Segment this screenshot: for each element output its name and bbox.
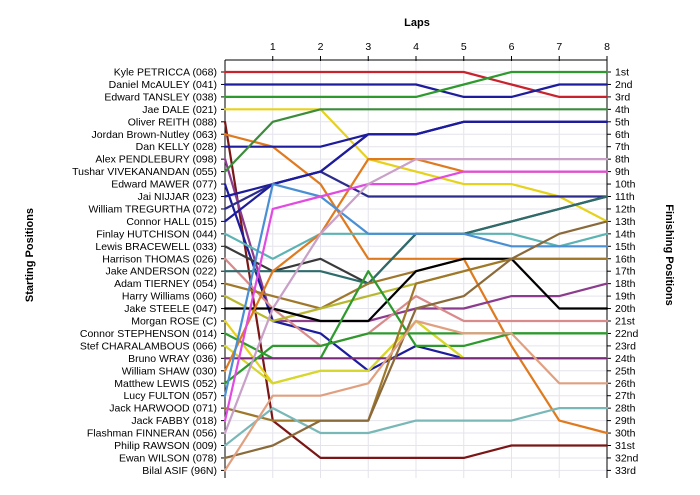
finishing-label: 25th: [615, 365, 636, 377]
driver-label: William SHAW (030): [122, 365, 217, 377]
series-line-6: [223, 133, 609, 435]
finishing-label: 14th: [615, 228, 636, 240]
finishing-label: 27th: [615, 390, 636, 402]
x-tick-label: 3: [365, 41, 371, 53]
series-line-27: [223, 183, 609, 397]
series-group: [223, 70, 609, 472]
driver-label: Ewan WILSON (078): [119, 452, 217, 464]
driver-label: Jake STEELE (047): [124, 303, 217, 315]
finishing-label: 29th: [615, 415, 636, 427]
driver-label: Philip RAWSON (009): [114, 440, 217, 452]
driver-label: Edward MAWER (077): [111, 179, 217, 191]
finishing-label: 12th: [615, 203, 636, 215]
series-line-32: [223, 220, 609, 459]
driver-label: Lewis BRACEWELL (033): [95, 241, 217, 253]
driver-label: Jae DALE (021): [142, 104, 217, 116]
driver-label: Bilal ASIF (96N): [142, 465, 217, 477]
finishing-label: 10th: [615, 179, 636, 191]
series-line-16: [223, 257, 609, 347]
finishing-label: 2nd: [615, 79, 633, 91]
finishing-label: 31st: [615, 440, 635, 452]
finishing-label: 7th: [615, 141, 630, 153]
driver-label: Tushar VIVEKANANDAN (055): [72, 166, 217, 178]
driver-label: Edward TANSLEY (038): [104, 91, 217, 103]
finishing-label: 15th: [615, 241, 636, 253]
series-line-20: [223, 257, 609, 323]
driver-label: Matthew LEWIS (052): [114, 378, 217, 390]
finishing-label: 1st: [615, 67, 629, 79]
driver-label: William TREGURTHA (072): [88, 203, 217, 215]
driver-label: Stef CHARALAMBOUS (066): [80, 340, 217, 352]
finishing-label: 21st: [615, 316, 635, 328]
x-tick-label: 8: [604, 41, 610, 53]
driver-label: Kyle PETRICCA (068): [114, 67, 217, 79]
driver-label: Harry Williams (060): [122, 291, 217, 303]
finishing-label: 30th: [615, 428, 636, 440]
left-axis-title: Starting Positions: [24, 208, 36, 302]
finishing-label: 4th: [615, 104, 630, 116]
series-line-13: [223, 120, 609, 223]
finishing-label: 19th: [615, 291, 636, 303]
right-axis-title: Finishing Positions: [663, 204, 675, 305]
driver-label: Jake ANDERSON (022): [106, 266, 217, 278]
series-line-2: [223, 83, 609, 99]
x-tick-label: 6: [509, 41, 515, 53]
driver-label: Jai NIJJAR (023): [138, 191, 217, 203]
series-line-30: [223, 158, 609, 435]
series-line-3: [223, 70, 609, 99]
driver-label: Jack FABBY (018): [131, 415, 217, 427]
driver-label: Adam TIERNEY (054): [114, 278, 217, 290]
driver-label: Connor HALL (015): [126, 216, 217, 228]
finishing-label: 24th: [615, 353, 636, 365]
x-tick-label: 4: [413, 41, 419, 53]
series-line-31: [223, 407, 609, 447]
driver-label: Oliver REITH (088): [128, 116, 217, 128]
driver-label: Connor STEPHENSON (014): [80, 328, 217, 340]
finishing-label: 20th: [615, 303, 636, 315]
series-line-4: [223, 108, 609, 223]
finishing-label: 13th: [615, 216, 636, 228]
finishing-label: 22nd: [615, 328, 639, 340]
finishing-label: 5th: [615, 116, 630, 128]
finishing-label: 6th: [615, 129, 630, 141]
series-line-26: [223, 332, 609, 385]
finishing-label: 28th: [615, 403, 636, 415]
driver-label: Morgan ROSE (C): [131, 316, 217, 328]
driver-label: Bruno WRAY (036): [128, 353, 217, 365]
driver-label: Alex PENDLEBURY (098): [95, 154, 217, 166]
finishing-label: 8th: [615, 154, 630, 166]
x-tick-label: 7: [556, 41, 562, 53]
driver-label: Jack HARWOOD (071): [109, 403, 217, 415]
finishing-label: 9th: [615, 166, 630, 178]
finishing-label: 17th: [615, 266, 636, 278]
series-line-5: [223, 120, 609, 459]
series-line-29: [223, 170, 609, 422]
label-group: 1 2 3 4 5 6 7 8 Kyle PETRICCA (068)Daniel McAULE…: [72, 41, 638, 477]
series-line-33: [223, 319, 609, 472]
finishing-label: 11th: [615, 191, 635, 203]
driver-label: Harrison THOMAS (026): [102, 253, 217, 265]
x-tick-label: 5: [461, 41, 467, 53]
driver-label: Flashman FINNERAN (056): [87, 428, 217, 440]
driver-label: Daniel McAULEY (041): [109, 79, 217, 91]
driver-label: Dan KELLY (028): [136, 141, 217, 153]
top-axis-title: Laps: [404, 17, 430, 29]
x-tick-label: 2: [318, 41, 324, 53]
series-line-9: [223, 108, 609, 173]
driver-label: Jordan Brown-Nutley (063): [92, 129, 217, 141]
series-line-28: [223, 257, 609, 422]
x-tick-label: 1: [270, 41, 276, 53]
finishing-label: 33rd: [615, 465, 636, 477]
finishing-label: 3rd: [615, 91, 630, 103]
driver-label: Finlay HUTCHISON (044): [96, 228, 217, 240]
driver-label: Lucy FULTON (057): [123, 390, 217, 402]
series-line-1: [223, 70, 609, 99]
finishing-label: 18th: [615, 278, 636, 290]
finishing-label: 32nd: [615, 452, 639, 464]
finishing-label: 16th: [615, 253, 636, 265]
finishing-label: 23rd: [615, 340, 636, 352]
finishing-label: 26th: [615, 378, 636, 390]
